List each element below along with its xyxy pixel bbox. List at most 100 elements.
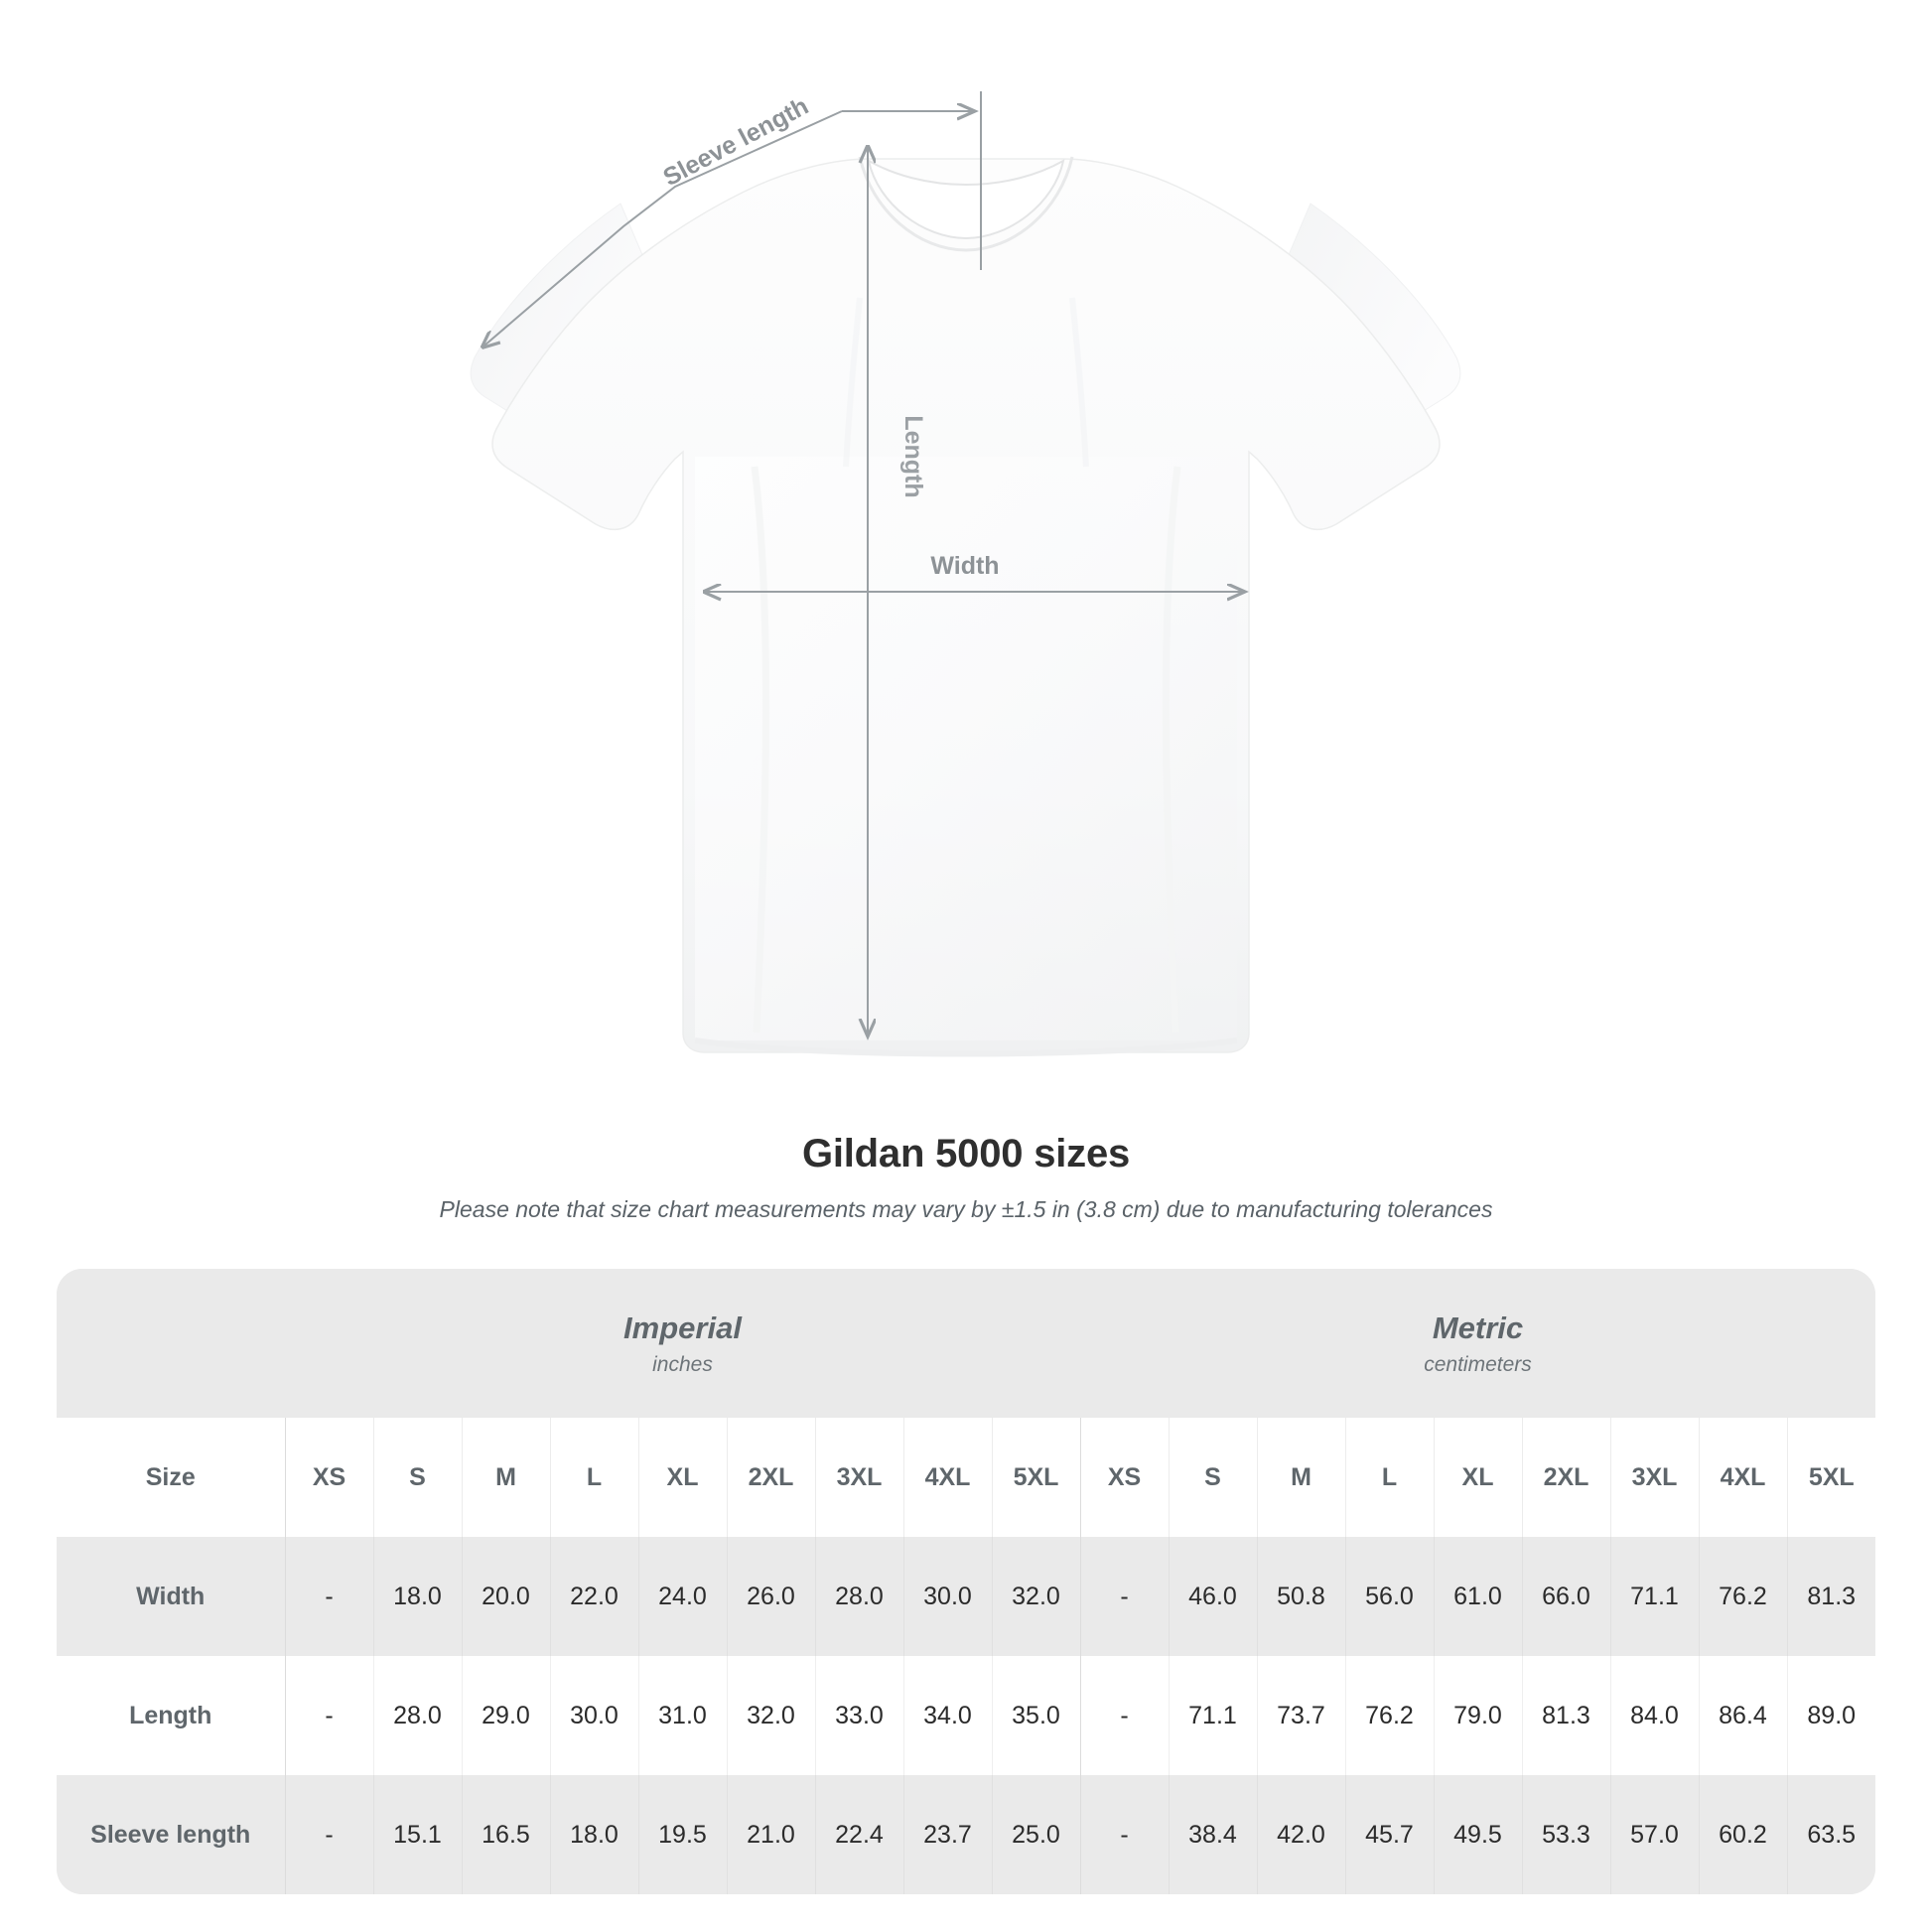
page-title: Gildan 5000 sizes	[801, 1132, 1131, 1175]
cell-sleeve-metric-5xl: 63.5	[1786, 1775, 1875, 1894]
size-table: Imperial inches Metric centimeters Size …	[57, 1269, 1875, 1894]
cell-sleeve-metric-2xl: 53.3	[1521, 1775, 1610, 1894]
cell-width-metric-m: 50.8	[1256, 1537, 1345, 1656]
size-table-container: Imperial inches Metric centimeters Size …	[57, 1269, 1875, 1894]
size-header-metric-2xl: 2XL	[1521, 1418, 1610, 1537]
unit-header-imperial: Imperial inches	[285, 1269, 1080, 1418]
unit-name-metric: Metric	[1432, 1310, 1524, 1345]
cell-sleeve-metric-s: 38.4	[1168, 1775, 1257, 1894]
cell-length-metric-m: 73.7	[1256, 1656, 1345, 1775]
cell-width-imperial-2xl: 26.0	[726, 1537, 815, 1656]
row-label-sleeve-length: Sleeve length	[57, 1775, 285, 1894]
cell-length-metric-4xl: 86.4	[1698, 1656, 1787, 1775]
cell-length-metric-3xl: 84.0	[1609, 1656, 1699, 1775]
width-label: Width	[930, 552, 999, 580]
size-header-row: Size XS S M L XL 2XL 3XL 4XL 5XL XS S M …	[57, 1418, 1875, 1537]
size-header-imperial-xl: XL	[637, 1418, 727, 1537]
unit-name-imperial: Imperial	[623, 1310, 742, 1345]
size-header-metric-m: M	[1256, 1418, 1345, 1537]
cell-width-metric-3xl: 71.1	[1609, 1537, 1699, 1656]
cell-width-metric-5xl: 81.3	[1786, 1537, 1875, 1656]
cell-sleeve-metric-m: 42.0	[1256, 1775, 1345, 1894]
size-table-body: Width - 18.0 20.0 22.0 24.0 26.0 28.0 30…	[57, 1537, 1875, 1894]
unit-sub-metric: centimeters	[1424, 1353, 1532, 1377]
cell-width-imperial-s: 18.0	[372, 1537, 462, 1656]
cell-sleeve-imperial-4xl: 23.7	[902, 1775, 992, 1894]
size-header-metric-4xl: 4XL	[1698, 1418, 1787, 1537]
table-row: Width - 18.0 20.0 22.0 24.0 26.0 28.0 30…	[57, 1537, 1875, 1656]
cell-sleeve-imperial-xs: -	[284, 1775, 373, 1894]
size-header-imperial-s: S	[372, 1418, 462, 1537]
size-header-metric-xl: XL	[1433, 1418, 1522, 1537]
row-label-length: Length	[57, 1656, 285, 1775]
cell-length-metric-2xl: 81.3	[1521, 1656, 1610, 1775]
cell-length-metric-5xl: 89.0	[1786, 1656, 1875, 1775]
size-header-metric-xs: XS	[1079, 1418, 1169, 1537]
size-header-imperial-5xl: 5XL	[991, 1418, 1080, 1537]
cell-width-metric-s: 46.0	[1168, 1537, 1257, 1656]
size-header-imperial-4xl: 4XL	[902, 1418, 992, 1537]
size-header-imperial-m: M	[461, 1418, 550, 1537]
cell-sleeve-imperial-xl: 19.5	[637, 1775, 727, 1894]
cell-width-imperial-3xl: 28.0	[814, 1537, 903, 1656]
size-header-metric-l: L	[1344, 1418, 1434, 1537]
cell-width-metric-l: 56.0	[1344, 1537, 1434, 1656]
cell-sleeve-imperial-s: 15.1	[372, 1775, 462, 1894]
cell-length-imperial-5xl: 35.0	[991, 1656, 1080, 1775]
table-row: Sleeve length - 15.1 16.5 18.0 19.5 21.0…	[57, 1775, 1875, 1894]
cell-width-metric-4xl: 76.2	[1698, 1537, 1787, 1656]
size-header-metric-5xl: 5XL	[1786, 1418, 1875, 1537]
cell-length-imperial-3xl: 33.0	[814, 1656, 903, 1775]
length-label: Length	[899, 415, 927, 497]
cell-length-imperial-xs: -	[284, 1656, 373, 1775]
unit-sub-imperial: inches	[652, 1353, 713, 1377]
size-header-imperial-3xl: 3XL	[814, 1418, 903, 1537]
cell-length-metric-l: 76.2	[1344, 1656, 1434, 1775]
cell-length-imperial-l: 30.0	[549, 1656, 638, 1775]
cell-width-imperial-5xl: 32.0	[991, 1537, 1080, 1656]
unit-header-metric: Metric centimeters	[1080, 1269, 1875, 1418]
cell-width-imperial-m: 20.0	[461, 1537, 550, 1656]
cell-length-metric-xs: -	[1079, 1656, 1169, 1775]
unit-header-row: Imperial inches Metric centimeters	[57, 1269, 1875, 1418]
size-header-imperial-2xl: 2XL	[726, 1418, 815, 1537]
cell-length-imperial-xl: 31.0	[637, 1656, 727, 1775]
cell-width-metric-xl: 61.0	[1433, 1537, 1522, 1656]
row-label-width: Width	[57, 1537, 285, 1656]
cell-sleeve-metric-4xl: 60.2	[1698, 1775, 1787, 1894]
cell-length-imperial-s: 28.0	[372, 1656, 462, 1775]
unit-header-spacer	[57, 1269, 285, 1418]
cell-width-metric-xs: -	[1079, 1537, 1169, 1656]
size-header-imperial-l: L	[549, 1418, 638, 1537]
cell-width-imperial-l: 22.0	[549, 1537, 638, 1656]
cell-length-imperial-4xl: 34.0	[902, 1656, 992, 1775]
size-header-imperial-xs: XS	[284, 1418, 373, 1537]
cell-width-imperial-xl: 24.0	[637, 1537, 727, 1656]
cell-sleeve-imperial-2xl: 21.0	[726, 1775, 815, 1894]
size-header-label: Size	[57, 1418, 285, 1537]
title-block: Gildan 5000 sizes Please note that size …	[0, 1132, 1932, 1223]
cell-length-imperial-2xl: 32.0	[726, 1656, 815, 1775]
cell-sleeve-metric-l: 45.7	[1344, 1775, 1434, 1894]
cell-length-imperial-m: 29.0	[461, 1656, 550, 1775]
cell-width-imperial-4xl: 30.0	[902, 1537, 992, 1656]
cell-sleeve-metric-xs: -	[1079, 1775, 1169, 1894]
cell-width-imperial-xs: -	[284, 1537, 373, 1656]
cell-sleeve-imperial-m: 16.5	[461, 1775, 550, 1894]
measurement-annotations	[484, 91, 1245, 1036]
cell-length-metric-s: 71.1	[1168, 1656, 1257, 1775]
cell-length-metric-xl: 79.0	[1433, 1656, 1522, 1775]
cell-sleeve-imperial-5xl: 25.0	[991, 1775, 1080, 1894]
cell-sleeve-imperial-3xl: 22.4	[814, 1775, 903, 1894]
page-subtitle: Please note that size chart measurements…	[439, 1196, 1493, 1222]
table-row: Length - 28.0 29.0 30.0 31.0 32.0 33.0 3…	[57, 1656, 1875, 1775]
size-table-head: Imperial inches Metric centimeters Size …	[57, 1269, 1875, 1537]
tshirt-diagram: Sleeve length Length Width	[470, 91, 1461, 1057]
sleeve-length-line	[484, 110, 843, 345]
cell-sleeve-imperial-l: 18.0	[549, 1775, 638, 1894]
size-header-metric-s: S	[1168, 1418, 1257, 1537]
tshirt-illustration	[470, 156, 1461, 1057]
cell-width-metric-2xl: 66.0	[1521, 1537, 1610, 1656]
cell-sleeve-metric-3xl: 57.0	[1609, 1775, 1699, 1894]
